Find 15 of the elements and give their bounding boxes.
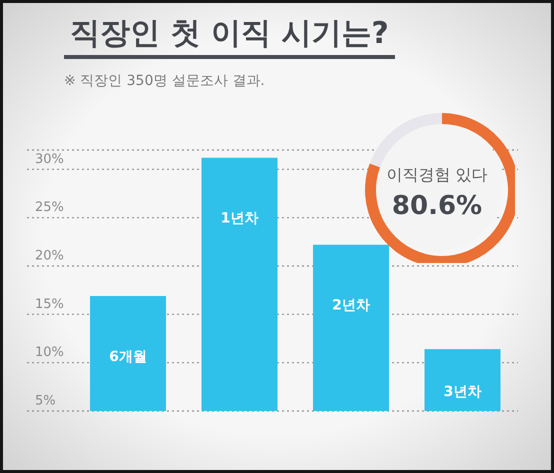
x-tick-label: 6개월 [109, 348, 147, 365]
slice-label: 이직경험 있다 [386, 165, 488, 184]
donut-slice [370, 113, 442, 168]
x-tick-label: 2년차 [332, 298, 370, 314]
x-tick-label: 1년차 [220, 210, 258, 227]
y-tick-label: 15% [35, 296, 64, 312]
chart-subtitle: ※ 직장인 350명 설문조사 결과. [64, 73, 265, 89]
y-tick-label: 25% [35, 200, 64, 216]
y-tick-label: 10% [35, 345, 64, 360]
y-tick-label: 20% [35, 248, 64, 264]
data-label: 80.6% [392, 191, 482, 221]
x-tick-label: 3년차 [444, 384, 482, 400]
chart-title: 직장인 첫 이직 시기는? [70, 16, 389, 51]
y-tick-label: 30% [35, 152, 64, 167]
y-tick-label: 5% [35, 394, 56, 409]
